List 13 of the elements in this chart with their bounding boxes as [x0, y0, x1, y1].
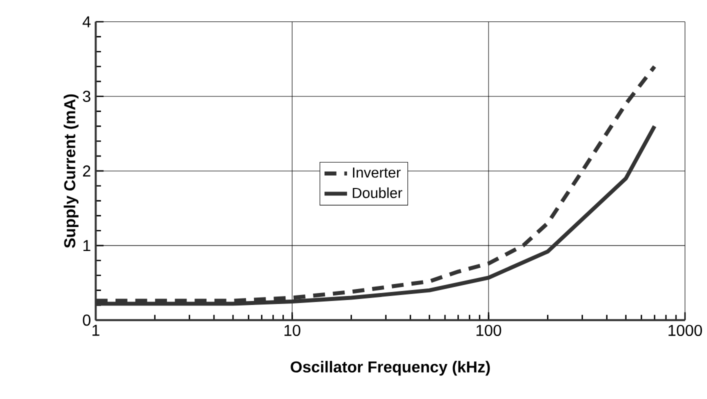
y-tick-label: 0	[82, 314, 90, 326]
y-tick-label: 4	[82, 16, 91, 28]
legend-label: Inverter	[353, 168, 401, 178]
x-axis-title: Oscillator Frequency (kHz)	[290, 360, 490, 376]
x-tick-label: 1000	[668, 324, 702, 336]
y-tick-label: 3	[82, 90, 90, 102]
x-tick-label: 1	[92, 324, 100, 336]
x-tick-label: 100	[476, 324, 502, 336]
y-tick-label: 1	[83, 240, 90, 252]
y-tick-label: 2	[83, 165, 90, 176]
legend-label: Doubler	[352, 187, 402, 198]
y-axis-title: Supply Current (mA)	[64, 94, 78, 248]
x-tick-label: 10	[284, 324, 300, 336]
